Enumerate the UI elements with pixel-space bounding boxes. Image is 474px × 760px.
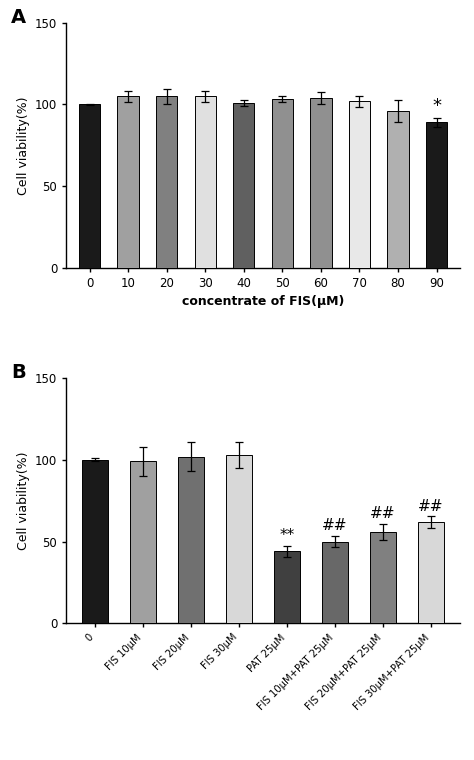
Text: B: B: [11, 363, 26, 382]
Bar: [426, 122, 447, 268]
Bar: [370, 532, 396, 623]
Bar: [178, 457, 204, 623]
Text: A: A: [11, 8, 27, 27]
X-axis label: concentrate of FIS(μM): concentrate of FIS(μM): [182, 296, 344, 309]
Bar: [233, 103, 255, 268]
Text: ##: ##: [370, 506, 396, 521]
Bar: [322, 542, 348, 623]
Bar: [274, 551, 300, 623]
Bar: [156, 97, 177, 268]
Text: **: **: [280, 528, 295, 543]
Bar: [226, 455, 252, 623]
Bar: [272, 99, 293, 268]
Bar: [118, 97, 139, 268]
Bar: [418, 522, 444, 623]
Bar: [195, 97, 216, 268]
Y-axis label: Cell viability(%): Cell viability(%): [17, 451, 29, 550]
Bar: [349, 101, 370, 268]
Text: ##: ##: [418, 499, 444, 514]
Bar: [310, 98, 331, 268]
Bar: [82, 460, 109, 623]
Bar: [130, 461, 156, 623]
Bar: [387, 111, 409, 268]
Text: *: *: [432, 97, 441, 115]
Y-axis label: Cell viability(%): Cell viability(%): [17, 96, 29, 195]
Text: ##: ##: [322, 518, 348, 534]
Bar: [79, 104, 100, 268]
